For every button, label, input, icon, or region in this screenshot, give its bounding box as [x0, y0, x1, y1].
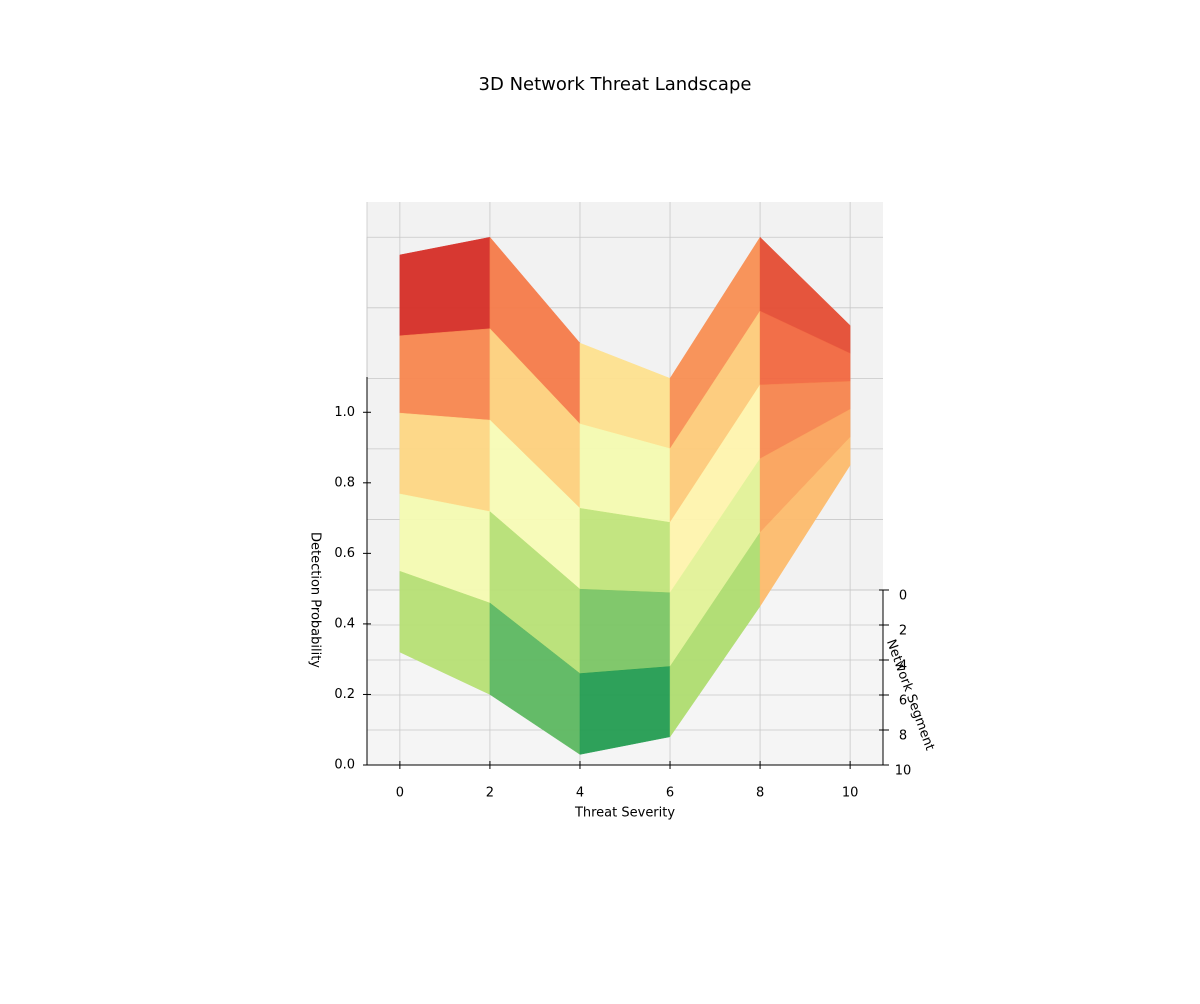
- y-axis-label: Network Segment: [883, 637, 937, 752]
- x-tick-label: 2: [486, 786, 494, 801]
- z-tick-label: 1.0: [334, 405, 355, 420]
- z-tick-label: 0.0: [334, 758, 355, 773]
- y-tick-label: 4: [899, 659, 907, 674]
- x-tick-label: 4: [576, 786, 584, 801]
- z-axis-label: Detection Probability: [308, 532, 323, 668]
- y-tick-label: 8: [899, 729, 907, 744]
- surface-cell: [579, 508, 671, 593]
- z-tick-label: 0.6: [334, 546, 355, 561]
- x-tick-label: 8: [756, 786, 764, 801]
- chart-title: 3D Network Threat Landscape: [479, 74, 752, 95]
- y-tick-label: 6: [899, 694, 907, 709]
- y-tick-label: 2: [899, 624, 907, 639]
- y-tick-label: 0: [899, 589, 907, 604]
- x-tick-label: 6: [666, 786, 674, 801]
- surface-cell: [759, 436, 851, 608]
- z-tick-label: 0.2: [334, 687, 355, 702]
- x-tick-label: 0: [396, 786, 404, 801]
- surface-cell: [399, 236, 491, 337]
- y-tick-label: 10: [895, 764, 912, 779]
- z-tick-label: 0.8: [334, 475, 355, 490]
- surface-cell: [399, 328, 491, 421]
- z-tick-label: 0.4: [334, 616, 355, 631]
- x-tick-label: 10: [842, 786, 859, 801]
- surface-cell: [579, 588, 671, 674]
- x-axis-label: Threat Severity: [574, 806, 675, 821]
